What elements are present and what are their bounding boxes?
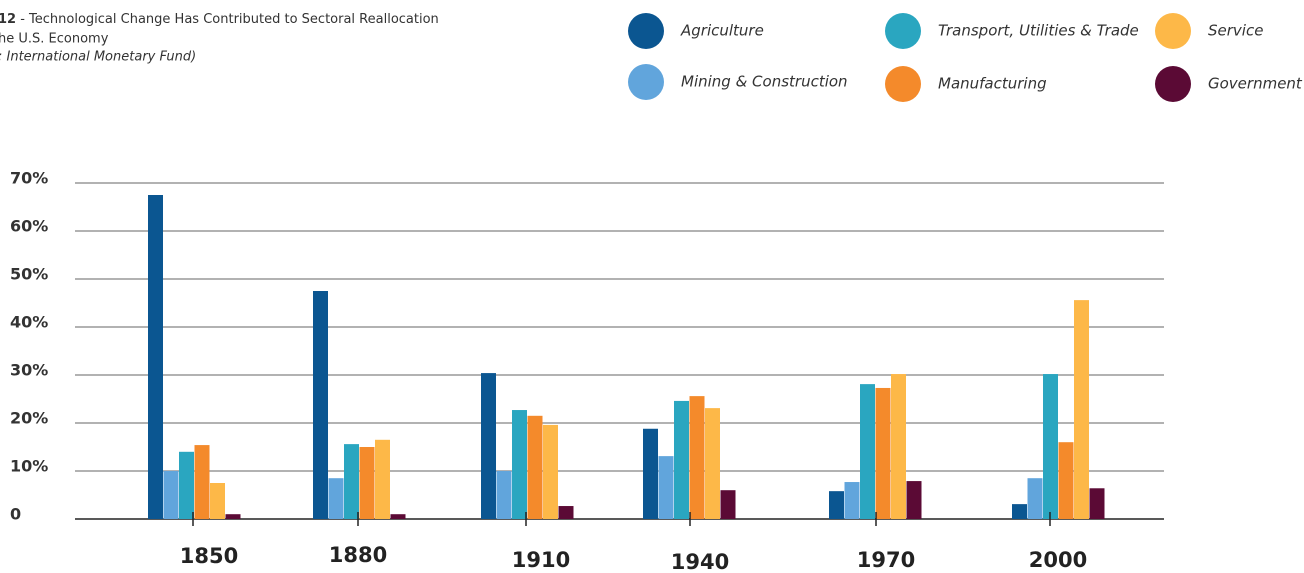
bar bbox=[829, 491, 844, 519]
x-tick-label: 1940 bbox=[671, 550, 729, 573]
x-tick-label: 1970 bbox=[857, 548, 915, 572]
bar bbox=[1058, 442, 1074, 519]
title-text: - Technological Change Has Contributed t… bbox=[16, 12, 439, 27]
legend-swatch bbox=[885, 13, 921, 49]
bar bbox=[527, 415, 543, 519]
bar bbox=[720, 490, 736, 519]
y-tick-label: 50% bbox=[10, 265, 48, 284]
bar bbox=[891, 374, 906, 519]
bar bbox=[313, 291, 328, 519]
bar bbox=[194, 445, 210, 519]
bar bbox=[481, 373, 496, 519]
bar bbox=[906, 481, 922, 519]
y-tick-label: 0 bbox=[10, 505, 21, 524]
y-tick-label: 20% bbox=[10, 409, 48, 428]
x-tick-label: 2000 bbox=[1029, 548, 1087, 572]
y-tick-label: 40% bbox=[10, 313, 48, 332]
bar bbox=[643, 428, 658, 519]
bar bbox=[1043, 374, 1058, 519]
bar bbox=[860, 384, 875, 519]
x-tick-label: 1910 bbox=[512, 548, 570, 572]
bar bbox=[375, 439, 390, 519]
legend-label: Government bbox=[1208, 75, 1303, 93]
bar bbox=[1012, 504, 1027, 519]
legend-label: Agriculture bbox=[680, 22, 764, 40]
bar bbox=[558, 506, 574, 519]
bar bbox=[148, 195, 163, 519]
bar bbox=[1074, 300, 1089, 519]
title-line: : International Monetary Fund) bbox=[0, 50, 196, 65]
y-tick-label: 70% bbox=[10, 169, 48, 188]
bar bbox=[210, 483, 225, 519]
bar bbox=[1089, 488, 1105, 519]
title-number: 12 bbox=[0, 12, 16, 27]
bar bbox=[179, 451, 194, 519]
legend-swatch bbox=[1155, 13, 1191, 49]
y-tick-label: 10% bbox=[10, 457, 48, 476]
bar bbox=[705, 408, 720, 519]
y-tick-label: 60% bbox=[10, 217, 48, 236]
bar bbox=[875, 387, 891, 519]
legend-label: Mining & Construction bbox=[681, 73, 848, 91]
bar bbox=[512, 410, 527, 519]
bar bbox=[844, 482, 860, 519]
legend-label: Manufacturing bbox=[938, 75, 1047, 93]
chart-title: 12 - Technological Change Has Contribute… bbox=[0, 12, 439, 27]
bar bbox=[543, 424, 558, 519]
title-line: he U.S. Economy bbox=[0, 32, 109, 47]
bar bbox=[359, 447, 375, 519]
legend-swatch bbox=[885, 66, 921, 102]
legend-label: Transport, Utilities & Trade bbox=[938, 22, 1139, 40]
x-tick-label: 1850 bbox=[180, 544, 238, 568]
bar bbox=[328, 478, 344, 519]
x-tick-label: 1880 bbox=[329, 543, 387, 567]
bar bbox=[390, 514, 406, 519]
bar bbox=[689, 396, 705, 519]
bar bbox=[1027, 478, 1043, 519]
bar bbox=[674, 400, 689, 519]
bar bbox=[658, 456, 674, 519]
legend-swatch bbox=[628, 64, 664, 100]
legend-swatch bbox=[1155, 66, 1191, 102]
bar bbox=[344, 444, 359, 519]
bar bbox=[225, 514, 241, 519]
legend-swatch bbox=[628, 13, 664, 49]
legend-label: Service bbox=[1208, 22, 1263, 40]
bar bbox=[496, 471, 512, 519]
y-tick-label: 30% bbox=[10, 361, 48, 380]
bar bbox=[163, 471, 179, 519]
